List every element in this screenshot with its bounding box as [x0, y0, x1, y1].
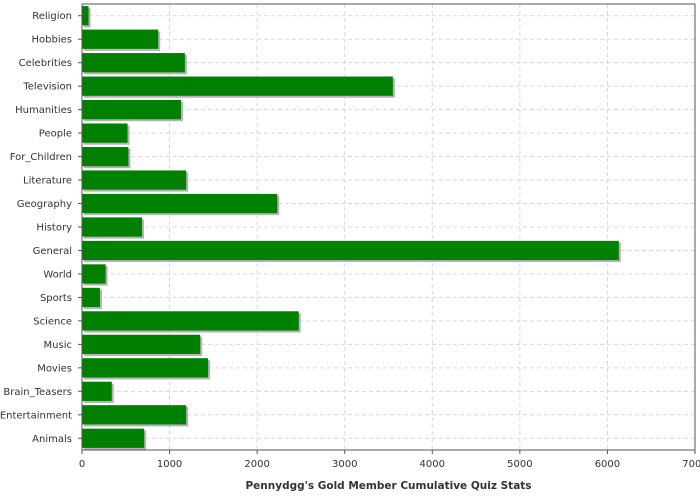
category-label-general: General — [33, 246, 72, 257]
x-tick-label: 7000 — [682, 459, 700, 470]
bars — [82, 6, 621, 450]
category-label-hobbies: Hobbies — [32, 35, 72, 46]
x-tick-label: 4000 — [420, 459, 445, 470]
bar-television — [82, 76, 393, 96]
bar-history — [82, 217, 142, 237]
bar-entertainment — [82, 405, 187, 425]
category-label-geography: Geography — [17, 199, 72, 210]
x-tick-label: 6000 — [595, 459, 620, 470]
x-tick-label: 5000 — [507, 459, 532, 470]
bar-celebrities — [82, 53, 185, 73]
plot-frame — [81, 3, 696, 451]
x-tick-label: 2000 — [244, 459, 269, 470]
category-label-brain-teasers: Brain_Teasers — [3, 387, 72, 398]
category-label-history: History — [36, 223, 72, 234]
bar-science — [82, 311, 299, 331]
category-labels: Religion Hobbies Celebrities Television Huma… — [0, 11, 82, 445]
category-label-world: World — [43, 269, 72, 280]
category-label-humanities: Humanities — [15, 105, 72, 116]
category-label-science: Science — [33, 316, 72, 327]
bar-religion — [82, 6, 89, 26]
x-tick-label: 3000 — [332, 459, 357, 470]
bar-general — [82, 240, 619, 261]
category-label-movies: Movies — [37, 363, 72, 374]
x-axis-title: Pennydgg's Gold Member Cumulative Quiz S… — [245, 480, 531, 492]
bar-movies — [82, 358, 209, 378]
bar-brain-teasers — [82, 381, 112, 401]
category-label-religion: Religion — [32, 11, 72, 22]
x-axis-ticks: 0 1000 2000 3000 4000 5000 6000 7000 — [79, 450, 700, 470]
bar-for-children — [82, 146, 129, 167]
category-label-television: Television — [22, 82, 72, 93]
category-label-celebrities: Celebrities — [19, 58, 72, 69]
category-label-for-children: For_Children — [10, 152, 72, 163]
bar-literature — [82, 170, 187, 190]
bar-sports — [82, 287, 100, 308]
category-label-music: Music — [44, 340, 72, 351]
bar-geography — [82, 193, 278, 214]
category-label-sports: Sports — [40, 293, 72, 304]
bar-music — [82, 334, 201, 354]
category-label-people: People — [39, 129, 72, 140]
bar-animals — [82, 428, 145, 448]
category-label-animals: Animals — [32, 434, 72, 445]
category-label-entertainment: Entertainment — [0, 410, 72, 421]
x-tick-label: 0 — [79, 459, 85, 470]
x-tick-label: 1000 — [157, 459, 182, 470]
bar-world — [82, 264, 106, 284]
bar-hobbies — [82, 29, 159, 49]
bar-humanities — [82, 100, 181, 120]
category-label-literature: Literature — [23, 176, 72, 187]
bar-people — [82, 123, 128, 143]
